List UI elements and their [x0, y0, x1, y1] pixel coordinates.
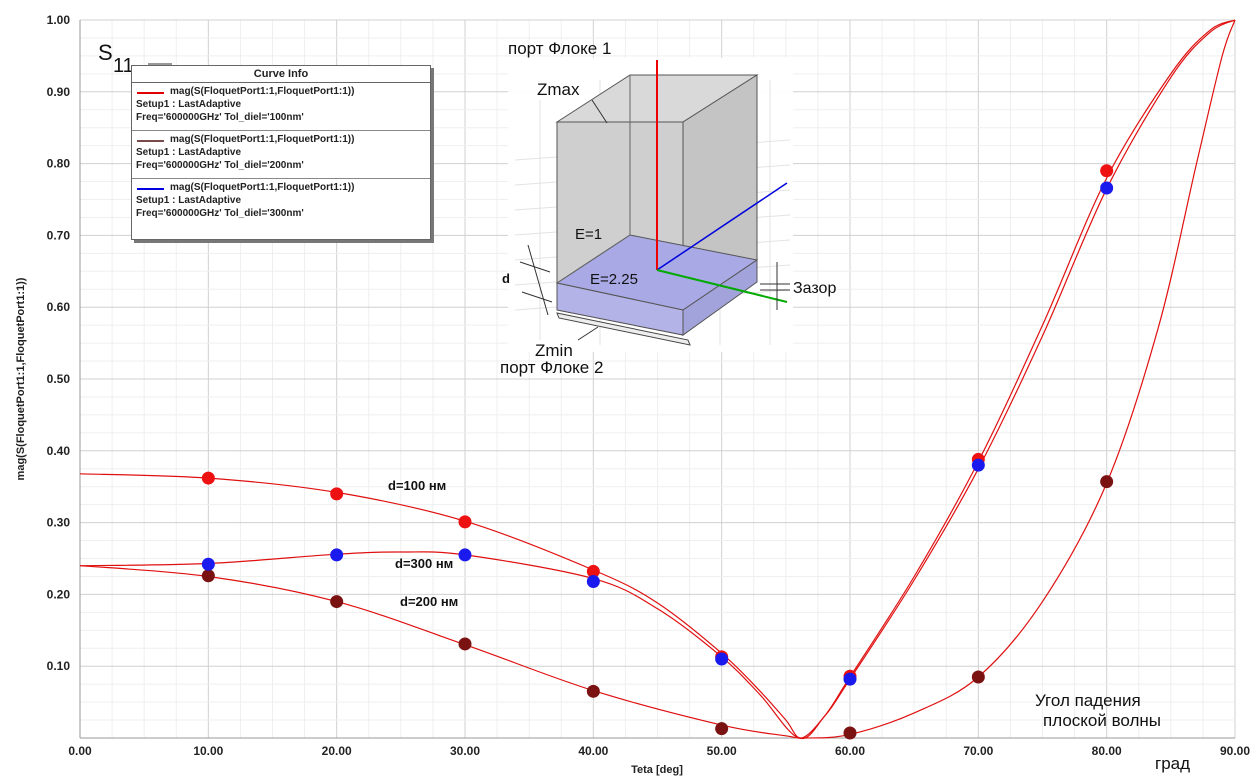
y-axis-3d: [656, 269, 788, 303]
data-point: [1100, 164, 1114, 178]
data-point: [586, 564, 600, 578]
label-d100: d=100 нм: [388, 478, 446, 493]
x-axis-3d: [656, 182, 788, 271]
label-d300: d=300 нм: [395, 556, 453, 571]
data-point: [330, 595, 344, 609]
legend-box[interactable]: Curve Info mag(S(FloquetPort1:1,FloquetP…: [131, 65, 431, 240]
data-point: [458, 637, 472, 651]
y-tick-label: 0.90: [47, 85, 71, 99]
angle-label-line1: Угол падения: [1035, 691, 1141, 710]
legend-entry-freq: Freq='600000GHz' Tol_diel='200nm': [136, 160, 304, 171]
x-unit-label: град: [1155, 754, 1190, 773]
legend-entry-name: mag(S(FloquetPort1:1,FloquetPort1:1)): [170, 86, 355, 97]
label-d200: d=200 нм: [400, 594, 458, 609]
x-tick-label: 90.00: [1220, 744, 1250, 758]
hidden-edge: [556, 234, 631, 284]
legend-swatch-3: [137, 188, 164, 190]
d-dim-line: [527, 244, 549, 316]
legend-swatch-2: [137, 140, 164, 142]
legend-entry-2: mag(S(FloquetPort1:1,FloquetPort1:1)) Se…: [132, 131, 430, 179]
inset-port1-label: порт Флоке 1: [508, 39, 611, 58]
chart-title-s: S: [98, 40, 113, 65]
x-tick-label: 0.00: [68, 744, 92, 758]
data-point: [458, 515, 472, 529]
legend-entry-setup: Setup1 : LastAdaptive: [136, 99, 242, 110]
data-point: [843, 726, 857, 740]
data-point: [201, 557, 215, 571]
x-axis-label: Teta [deg]: [631, 764, 683, 776]
x-tick-labels: 0.00 10.00 20.00 30.00 40.00 50.00 60.00 70.00 8…: [68, 744, 1250, 758]
data-point: [843, 672, 857, 686]
d-dim-tick: [521, 291, 553, 303]
x-tick-label: 70.00: [963, 744, 993, 758]
substrate-sheet: [556, 312, 691, 346]
x-tick-label: 60.00: [835, 744, 865, 758]
y-tick-label: 0.80: [47, 157, 71, 171]
inset-port2-label: порт Флоке 2: [500, 358, 603, 377]
x-tick-label: 80.00: [1092, 744, 1122, 758]
data-point: [715, 722, 729, 736]
legend-entry-name: mag(S(FloquetPort1:1,FloquetPort1:1)): [170, 134, 355, 145]
inset-e2-label: E=2.25: [590, 271, 638, 288]
legend-entry-setup: Setup1 : LastAdaptive: [136, 195, 242, 206]
y-tick-label: 0.10: [47, 659, 71, 673]
inset-model: порт Флоке 1 Zmax E=1 E=2.25 d Зазор Zmi…: [500, 39, 836, 377]
data-point: [330, 487, 344, 501]
x-tick-label: 50.00: [707, 744, 737, 758]
data-point: [330, 548, 344, 562]
x-tick-label: 20.00: [322, 744, 352, 758]
y-tick-label: 0.50: [47, 372, 71, 386]
d-dim-tick: [519, 261, 551, 273]
x-tick-label: 30.00: [450, 744, 480, 758]
y-tick-labels: 1.00 0.90 0.80 0.70 0.60 0.50 0.40 0.30 0.20 0.10: [47, 13, 71, 673]
inset-gap-label: Зазор: [793, 280, 836, 297]
series-markers: [201, 164, 1114, 740]
chart-title-sub: 11: [113, 55, 134, 77]
data-point: [201, 569, 215, 583]
legend-entry-name: mag(S(FloquetPort1:1,FloquetPort1:1)): [170, 182, 355, 193]
data-point: [1100, 475, 1114, 489]
inset-e1-label: E=1: [575, 226, 602, 243]
y-tick-label: 0.30: [47, 516, 71, 530]
data-point: [586, 684, 600, 698]
dielectric-side: [682, 259, 758, 336]
legend-swatch-1: [137, 92, 164, 94]
x-tick-label: 10.00: [193, 744, 223, 758]
y-tick-label: 0.40: [47, 444, 71, 458]
legend-title: Curve Info: [132, 66, 430, 83]
y-axis-label: mag(S(FloquetPort1:1,FloquetPort1:1)): [15, 277, 27, 480]
legend-entry-3: mag(S(FloquetPort1:1,FloquetPort1:1)) Se…: [132, 179, 430, 226]
angle-label-line2: плоской волны: [1043, 711, 1161, 730]
data-point: [971, 458, 985, 472]
inset-d-label: d: [502, 271, 510, 286]
y-tick-label: 0.60: [47, 300, 71, 314]
legend-entry-setup: Setup1 : LastAdaptive: [136, 147, 242, 158]
inset-zmax-label: Zmax: [537, 80, 580, 99]
data-point: [586, 574, 600, 588]
data-point: [458, 548, 472, 562]
data-point: [715, 652, 729, 666]
zmax-arrow: [591, 99, 608, 124]
x-tick-label: 40.00: [578, 744, 608, 758]
zmin-arrow: [577, 326, 599, 341]
data-point: [1100, 181, 1114, 195]
data-point: [201, 471, 215, 485]
inset-zmin-label: Zmin: [535, 341, 573, 360]
y-tick-label: 1.00: [47, 13, 71, 27]
legend-entry-freq: Freq='600000GHz' Tol_diel='300nm': [136, 208, 304, 219]
data-point: [971, 670, 985, 684]
legend-entry-freq: Freq='600000GHz' Tol_diel='100nm': [136, 112, 304, 123]
legend-entry-1: mag(S(FloquetPort1:1,FloquetPort1:1)) Se…: [132, 83, 430, 131]
y-tick-label: 0.20: [47, 587, 71, 601]
y-tick-label: 0.70: [47, 228, 71, 242]
